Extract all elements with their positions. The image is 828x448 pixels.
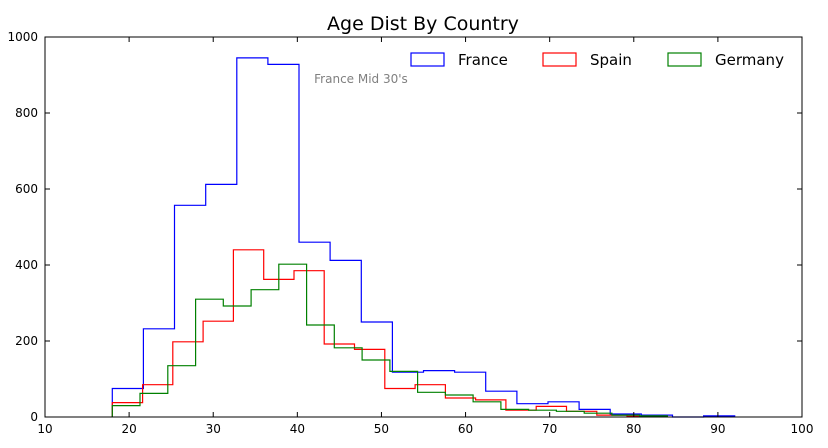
legend: France Spain Germany [410,51,784,69]
y-tick-label: 200 [15,334,38,348]
x-tick-label: 80 [626,422,641,436]
y-tick-label: 600 [15,182,38,196]
legend-swatch-spain [542,52,577,67]
annotation-text: France Mid 30's [314,72,408,86]
y-tick-label: 1000 [7,30,38,44]
plot-area-frame [44,36,803,418]
x-tick-label: 20 [121,422,136,436]
x-tick-label: 70 [542,422,557,436]
y-tick-label: 0 [30,410,38,424]
x-tick-label: 10 [37,422,52,436]
x-tick-label: 90 [710,422,725,436]
x-tick-label: 40 [290,422,305,436]
y-tick-label: 800 [15,106,38,120]
series-france-step [111,57,736,418]
x-tick-label: 60 [458,422,473,436]
legend-label-france: France [458,51,508,69]
legend-label-germany: Germany [715,51,784,69]
series-spain-step [111,249,658,417]
chart-title: Age Dist By Country [327,13,519,35]
legend-label-spain: Spain [590,51,632,69]
legend-swatch-france [410,52,445,67]
legend-swatch-germany [667,52,702,67]
series-layer [111,57,736,418]
x-tick-label: 100 [791,422,814,436]
series-germany-step [111,263,669,417]
x-tick-label: 30 [206,422,221,436]
x-tick-label: 50 [374,422,389,436]
y-tick-label: 400 [15,258,38,272]
